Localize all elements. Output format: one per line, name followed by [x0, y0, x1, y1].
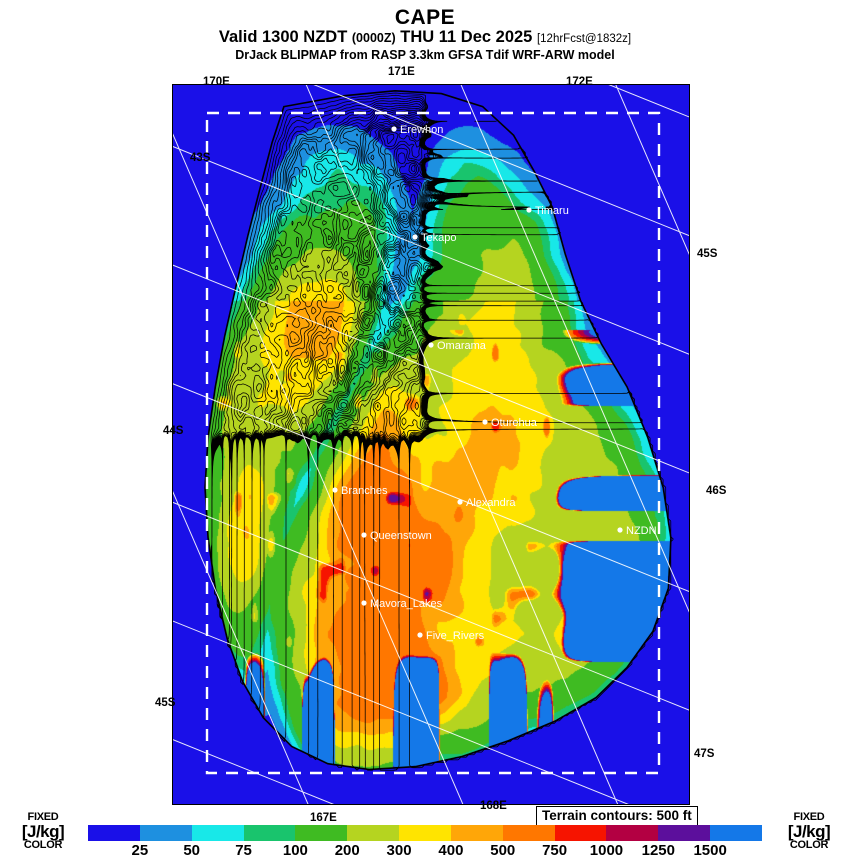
city-label: Omarama: [437, 340, 487, 352]
city-label: Five_Rivers: [426, 630, 485, 642]
city-label: NZDN: [626, 525, 657, 537]
scale-left-fixed: FIXED: [27, 811, 59, 823]
model-line: DrJack BLIPMAP from RASP 3.3km GFSA Tdif…: [235, 48, 615, 62]
scale-right-fixed: FIXED: [793, 811, 825, 823]
colorbar-swatch: [295, 825, 348, 841]
colorbar-swatch: [502, 825, 555, 841]
colorbar-tick-labels: 25 50 75 100 200 300 400 500 750 1000 1250 1500: [88, 842, 762, 860]
colorbar-tick: 1000: [589, 842, 624, 859]
city-label: Erewhon: [400, 124, 443, 136]
terrain-contour-legend: Terrain contours: 500 ft: [536, 806, 698, 826]
colorbar-swatches[interactable]: [88, 825, 762, 841]
city-label: Mavora_Lakes: [370, 598, 443, 610]
city-marker-group: Erewhon Timaru Tekapo Omarama Oturehua Branch…: [332, 124, 657, 642]
scale-left-units: [J/kg]: [21, 822, 65, 841]
colorbar-swatch: [191, 825, 244, 841]
scale-label-left: FIXED [J/kg] COLOR: [12, 812, 74, 851]
city-marker[interactable]: [361, 532, 367, 538]
city-marker[interactable]: [526, 207, 532, 213]
colorbar-tick: 1250: [641, 842, 675, 859]
city-marker[interactable]: [428, 342, 434, 348]
colorbar-region[interactable]: 25 50 75 100 200 300 400 500 750 1000 1250 1500: [0, 820, 850, 860]
graticule-label: 168E: [480, 800, 507, 812]
scale-right-color: COLOR: [789, 839, 829, 851]
colorbar-tick: 50: [183, 842, 201, 859]
colorbar-swatch: [139, 825, 192, 841]
colorbar-swatch: [450, 825, 503, 841]
colorbar-tick: 200: [334, 842, 360, 859]
graticule-label: 45S: [155, 697, 176, 709]
city-marker[interactable]: [457, 499, 463, 505]
city-label: Oturehua: [491, 417, 538, 429]
forecast-tag: [12hrFcst@1832z]: [536, 33, 632, 45]
scale-right-units: [J/kg]: [787, 822, 831, 841]
valid-date: THU 11 Dec 2025: [400, 28, 533, 46]
colorbar-tick: 1500: [693, 842, 727, 859]
graticule-label: 172E: [566, 76, 593, 88]
city-label: Tekapo: [421, 232, 456, 244]
city-marker[interactable]: [412, 234, 418, 240]
graticule-label: 171E: [388, 66, 415, 78]
colorbar-swatch: [347, 825, 400, 841]
colorbar-tick: 300: [386, 842, 412, 859]
colorbar-tick: 500: [490, 842, 516, 859]
city-marker[interactable]: [391, 126, 397, 132]
colorbar-tick: 75: [235, 842, 252, 859]
scale-left-color: COLOR: [23, 839, 63, 851]
terrain-contours: [210, 92, 674, 771]
graticule-label: 45S: [697, 248, 718, 260]
graticule-label: 47S: [694, 748, 715, 760]
page-title: CAPE: [394, 6, 456, 29]
city-marker[interactable]: [361, 600, 367, 606]
colorbar-swatch: [658, 825, 711, 841]
colorbar-swatch: [606, 825, 659, 841]
graticule-lines: [173, 85, 689, 804]
valid-time-line: Valid 1300 NZDT (0000Z) THU 11 Dec 2025 …: [0, 28, 850, 47]
graticule-label: 43S: [190, 152, 211, 164]
map-overlay: Erewhon Timaru Tekapo Omarama Oturehua Branch…: [173, 85, 689, 804]
colorbar-tick: 400: [438, 842, 464, 859]
colorbar-tick: 100: [282, 842, 308, 859]
valid-time-zulu: (0000Z): [351, 31, 396, 45]
valid-time-main: Valid 1300 NZDT: [218, 28, 348, 46]
graticule-label: 46S: [706, 485, 727, 497]
map-frame[interactable]: Erewhon Timaru Tekapo Omarama Oturehua Branch…: [172, 84, 690, 805]
colorbar-tick: 25: [131, 842, 149, 859]
city-label: Timaru: [535, 205, 569, 217]
city-label: Branches: [341, 485, 388, 497]
graticule-label: 170E: [203, 76, 230, 88]
city-marker[interactable]: [417, 632, 423, 638]
colorbar-swatch: [88, 825, 140, 841]
coastline: [204, 89, 672, 771]
graticule-label: 44S: [163, 425, 184, 437]
scale-label-right: FIXED [J/kg] COLOR: [778, 812, 840, 851]
graticule-label: 167E: [310, 812, 337, 824]
city-marker[interactable]: [482, 419, 488, 425]
city-marker[interactable]: [617, 527, 623, 533]
city-label: Queenstown: [370, 530, 432, 542]
city-label: Alexandra: [466, 497, 516, 509]
colorbar-tick: 750: [542, 842, 568, 859]
colorbar-swatch: [399, 825, 451, 841]
city-marker[interactable]: [332, 487, 338, 493]
colorbar-swatch: [710, 825, 762, 841]
domain-boundary-box: [205, 111, 661, 775]
colorbar-swatch: [243, 825, 296, 841]
colorbar-swatch: [554, 825, 607, 841]
